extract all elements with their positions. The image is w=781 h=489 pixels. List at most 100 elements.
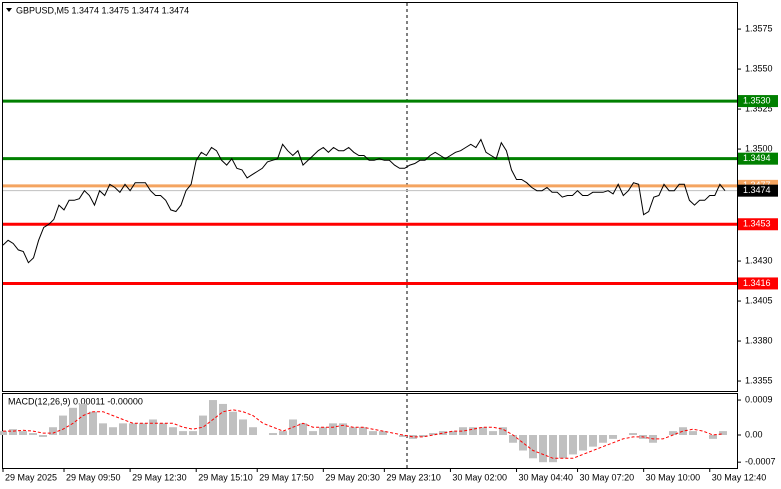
macd-bar: [129, 423, 137, 435]
x-tick-label: 29 May 17:50: [259, 472, 314, 482]
x-tick-label: 29 May 2025: [5, 472, 57, 482]
y-tick-label: 0.00: [745, 429, 763, 439]
y-tick-label: 1.3500: [745, 143, 773, 153]
signal-line: [3, 409, 724, 459]
level-label: 1.3494: [743, 153, 771, 163]
macd-bar: [339, 423, 347, 435]
level-label: 1.3416: [743, 278, 771, 288]
macd-bar: [609, 434, 617, 439]
macd-bar: [199, 415, 207, 435]
x-tick-label: 29 May 09:50: [66, 472, 121, 482]
macd-bar: [589, 434, 597, 447]
y-tick-label: -0.0007: [745, 457, 776, 467]
macd-bar: [409, 434, 417, 439]
macd-bar: [19, 431, 27, 435]
macd-bar: [679, 427, 687, 435]
macd-bar: [559, 434, 567, 459]
plot-layer: 1.3575 1.3550 1.3525 1.3500 1.3430 1.3405 1.33…: [0, 23, 778, 482]
y-tick-label: 1.3525: [745, 103, 773, 113]
x-tick-label: 30 May 10:00: [646, 472, 701, 482]
macd-bar: [419, 434, 427, 437]
macd-bar: [599, 434, 607, 443]
macd-bar: [119, 423, 127, 435]
macd-bar: [469, 427, 477, 435]
macd-bar: [299, 423, 307, 435]
macd-bar: [379, 431, 387, 435]
y-tick-label: 1.3575: [745, 23, 773, 33]
menu-arrow: [6, 8, 12, 12]
macd-bar: [489, 431, 497, 435]
macd-bar: [449, 431, 457, 435]
macd-bar: [179, 431, 187, 435]
macd-bar: [669, 431, 677, 435]
macd-bar: [49, 427, 57, 435]
x-tick-label: 30 May 12:40: [712, 472, 767, 482]
macd-bar: [149, 419, 157, 435]
macd-bar: [69, 407, 77, 435]
macd-bar: [549, 434, 557, 463]
macd-panel: [2, 393, 738, 469]
macd-bar: [499, 427, 507, 435]
level-label-box: [738, 277, 778, 290]
macd-bar: [439, 431, 447, 435]
x-tick-label: 29 May 20:30: [325, 472, 380, 482]
macd-bar: [89, 411, 97, 435]
macd-bar: [509, 434, 517, 443]
macd-bar: [519, 434, 527, 451]
macd-bar: [269, 433, 277, 435]
macd-bar: [139, 423, 147, 435]
x-tick-label: 30 May 04:40: [519, 472, 574, 482]
level-label-box: [738, 95, 778, 108]
macd-bar: [359, 427, 367, 435]
y-tick-label: 1.3550: [745, 63, 773, 73]
x-tick-label: 29 May 23:10: [386, 472, 441, 482]
macd-bar: [29, 433, 37, 435]
level-label-box: [738, 152, 778, 165]
macd-bar: [229, 411, 237, 435]
macd-bar: [719, 431, 727, 435]
macd-bar: [209, 400, 217, 435]
macd-bar: [369, 431, 377, 435]
x-tick-label: 30 May 02:00: [452, 472, 507, 482]
macd-bar: [579, 434, 587, 451]
macd-bar: [249, 427, 257, 435]
macd-bar: [629, 433, 637, 435]
level-label: 1.3530: [743, 95, 771, 105]
x-tick-label: 29 May 12:30: [132, 472, 187, 482]
x-tick-label: 30 May 07:20: [580, 472, 635, 482]
macd-bar: [279, 431, 287, 435]
price-panel: [2, 2, 738, 392]
macd-bar: [309, 431, 317, 435]
macd-bar: [429, 433, 437, 435]
y-tick-label: 1.3430: [745, 255, 773, 265]
chart-title: GBPUSD,M5 1.3474 1.3475 1.3474 1.3474: [16, 5, 189, 15]
level-label-box: [738, 184, 778, 197]
price-line: [2, 138, 726, 264]
y-tick-label: 1.3405: [745, 295, 773, 305]
y-tick-label: 1.3355: [745, 375, 773, 385]
macd-bar: [319, 427, 327, 435]
macd-bar: [109, 427, 117, 435]
level-label: 1.3453: [743, 219, 771, 229]
macd-bar: [169, 427, 177, 435]
macd-bar: [59, 415, 67, 435]
macd-bar: [329, 423, 337, 435]
level-label-box: [738, 218, 778, 231]
macd-bar: [479, 427, 487, 435]
macd-bar: [39, 434, 47, 437]
macd-bar: [529, 434, 537, 459]
macd-bar: [539, 434, 547, 463]
macd-bar: [399, 434, 407, 437]
macd-bar: [709, 434, 717, 439]
macd-bar: [239, 419, 247, 435]
macd-bar: [219, 403, 227, 435]
macd-bar: [569, 434, 577, 455]
macd-bar: [159, 423, 167, 435]
macd-bar: [189, 431, 197, 435]
macd-bar: [349, 427, 357, 435]
macd-bar: [9, 429, 17, 435]
macd-bar: [459, 427, 467, 435]
macd-title: MACD(12,26,9) 0.00011 -0.00000: [8, 396, 143, 406]
